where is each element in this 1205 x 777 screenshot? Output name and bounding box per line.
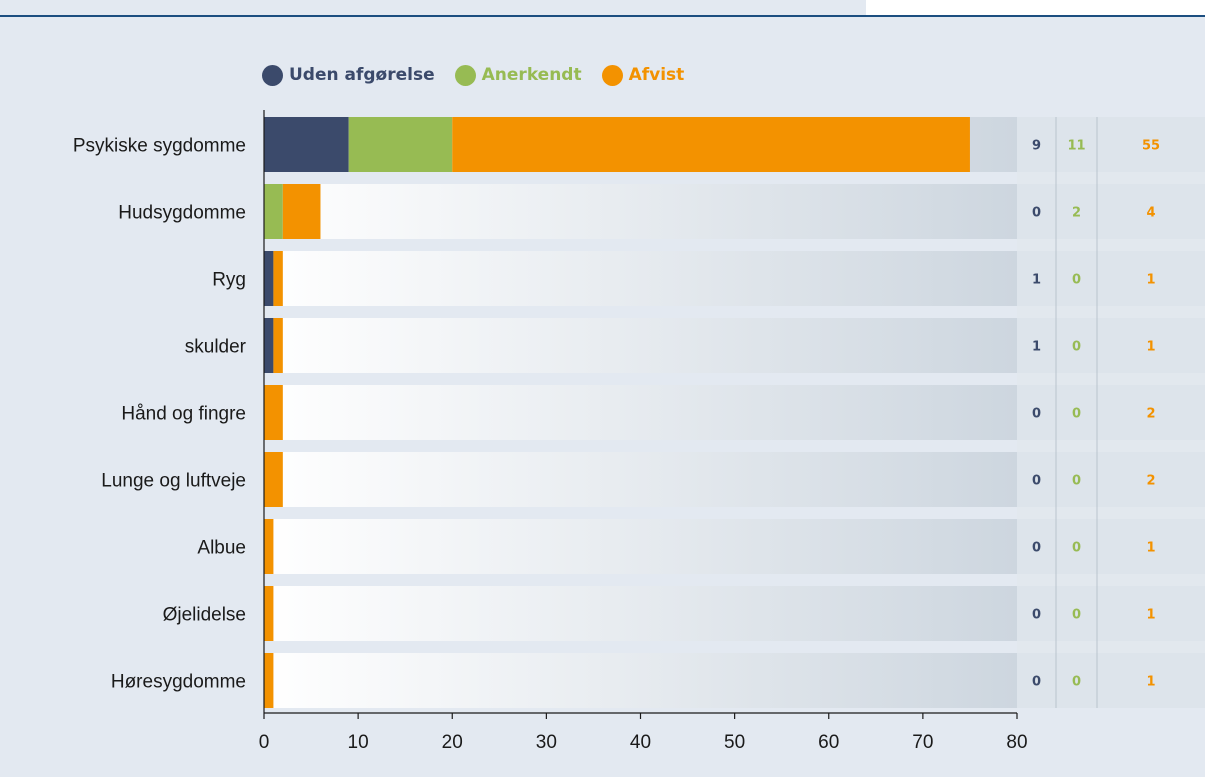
data-label: 0 — [1032, 206, 1041, 221]
bar-track — [264, 519, 1017, 574]
bar-track — [264, 653, 1017, 708]
bar-track — [264, 318, 1017, 373]
bar-track — [264, 251, 1017, 306]
value-row-background — [1017, 653, 1205, 708]
legend-item: Afvist — [601, 64, 685, 86]
data-label: 0 — [1032, 541, 1041, 556]
x-tick-label: 30 — [536, 732, 557, 753]
x-tick-label: 80 — [1006, 732, 1027, 753]
legend-swatch — [601, 64, 623, 86]
bar-segment — [264, 452, 283, 507]
bar-track — [264, 184, 1017, 239]
data-label: 11 — [1067, 139, 1085, 154]
category-label: Ryg — [212, 270, 246, 291]
bar-segment — [264, 385, 283, 440]
category-label: Øjelidelse — [163, 605, 246, 626]
bar-segment — [264, 184, 283, 239]
data-label: 0 — [1072, 474, 1081, 489]
value-row-background — [1017, 519, 1205, 574]
data-label: 0 — [1032, 407, 1041, 422]
bar-segment — [273, 251, 283, 306]
data-label: 0 — [1072, 541, 1081, 556]
bar-segment — [452, 117, 970, 172]
data-label: 1 — [1146, 541, 1155, 556]
x-tick-label: 60 — [818, 732, 839, 753]
legend-item: Anerkendt — [454, 64, 582, 86]
top-divider-line — [0, 15, 1205, 17]
x-tick-label: 40 — [630, 732, 651, 753]
x-tick-label: 0 — [259, 732, 270, 753]
chart-legend: Uden afgørelse Anerkendt Afvist — [262, 62, 704, 88]
data-label: 0 — [1072, 273, 1081, 288]
x-tick-label: 70 — [912, 732, 933, 753]
legend-label: Uden afgørelse — [289, 65, 435, 85]
value-row-background — [1017, 117, 1205, 172]
data-label: 0 — [1072, 407, 1081, 422]
data-label: 0 — [1072, 675, 1081, 690]
value-row-background — [1017, 586, 1205, 641]
bar-segment — [282, 184, 321, 239]
legend-label: Afvist — [628, 65, 685, 85]
data-label: 2 — [1146, 407, 1155, 422]
data-label: 2 — [1072, 206, 1081, 221]
category-label: Psykiske sygdomme — [73, 136, 246, 157]
bar-segment — [264, 653, 274, 708]
category-label: skulder — [185, 337, 247, 358]
data-label: 0 — [1072, 608, 1081, 623]
value-row-background — [1017, 452, 1205, 507]
category-label: Hånd og fingre — [121, 404, 246, 425]
category-label: Hudsygdomme — [118, 203, 246, 224]
data-label: 0 — [1032, 675, 1041, 690]
bar-segment — [348, 117, 453, 172]
bar-segment — [264, 519, 274, 574]
bar-segment — [264, 251, 274, 306]
value-row-background — [1017, 385, 1205, 440]
x-tick-label: 20 — [442, 732, 463, 753]
legend-swatch — [262, 64, 283, 86]
data-label: 1 — [1146, 608, 1155, 623]
x-tick-label: 10 — [348, 732, 369, 753]
x-tick-label: 50 — [724, 732, 745, 753]
legend-label: Anerkendt — [481, 65, 582, 85]
data-label: 1 — [1032, 273, 1041, 288]
data-label: 9 — [1032, 139, 1041, 154]
data-label: 4 — [1146, 206, 1155, 221]
category-label: Lunge og luftveje — [101, 471, 246, 492]
category-label: Høresygdomme — [111, 672, 246, 693]
top-white-bar — [866, 0, 1205, 15]
bar-segment — [264, 586, 274, 641]
data-label: 55 — [1142, 139, 1160, 154]
value-row-background — [1017, 251, 1205, 306]
value-row-background — [1017, 184, 1205, 239]
bar-segment — [264, 117, 349, 172]
legend-item: Uden afgørelse — [262, 64, 435, 86]
bar-segment — [273, 318, 283, 373]
bar-track — [264, 452, 1017, 507]
data-label: 0 — [1032, 474, 1041, 489]
data-label: 2 — [1146, 474, 1155, 489]
legend-swatch — [454, 64, 476, 86]
value-row-background — [1017, 318, 1205, 373]
data-label: 0 — [1072, 340, 1081, 355]
bar-track — [264, 586, 1017, 641]
data-label: 1 — [1146, 675, 1155, 690]
bar-segment — [264, 318, 274, 373]
bar-track — [264, 385, 1017, 440]
category-label: Albue — [197, 538, 246, 559]
data-label: 1 — [1146, 273, 1155, 288]
data-label: 0 — [1032, 608, 1041, 623]
data-label: 1 — [1032, 340, 1041, 355]
data-label: 1 — [1146, 340, 1155, 355]
